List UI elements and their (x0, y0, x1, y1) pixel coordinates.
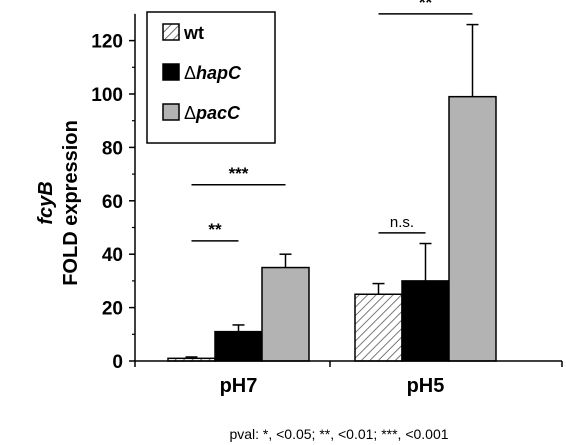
significance-label: n.s. (390, 214, 414, 231)
x-axis: pH7 pH5 (134, 360, 563, 397)
y-tick-label: 40 (102, 245, 123, 266)
y-tick-label: 0 (112, 352, 123, 373)
bars-group (167, 95, 497, 362)
significance-label: *** (229, 164, 249, 183)
y-tick-label: 20 (102, 299, 123, 320)
y-axis-label-line2: FOLD expression (60, 120, 82, 286)
bar-hapC-pH5 (401, 280, 450, 362)
bar-wt-pH5 (354, 293, 403, 362)
legend-swatch-wt (162, 23, 180, 41)
y-axis-title: fcyB FOLD expression (35, 120, 82, 286)
legend: wt ΔhapC ΔpacC (146, 11, 276, 144)
legend-label-pacC: ΔpacC (184, 103, 241, 123)
bar-pacC-pH7 (261, 266, 310, 362)
y-axis-label-line1: fcyB (35, 181, 57, 224)
y-tick-label: 100 (91, 85, 123, 106)
x-category-label: pH7 (220, 375, 258, 397)
y-axis: 0 20 40 60 80 100 120 (91, 13, 136, 373)
legend-swatch-pacC (162, 103, 180, 121)
x-category-label: pH5 (407, 375, 445, 397)
p-value-footnote: pval: *, <0.05; **, <0.01; ***, <0.001 (229, 426, 448, 442)
legend-label-wt: wt (183, 23, 204, 43)
significance-label: ** (208, 220, 222, 239)
error-bars-group (185, 23, 479, 359)
significance-group: *****n.s.** (191, 0, 473, 242)
significance-label: ** (419, 0, 433, 12)
y-tick-label: 120 (91, 32, 123, 53)
legend-swatch-hapC (162, 63, 180, 81)
y-tick-label: 60 (102, 192, 123, 213)
bar-pacC-pH5 (448, 95, 497, 362)
legend-label-hapC: ΔhapC (184, 63, 242, 83)
bar-hapC-pH7 (214, 330, 263, 362)
y-tick-label: 80 (102, 138, 123, 159)
